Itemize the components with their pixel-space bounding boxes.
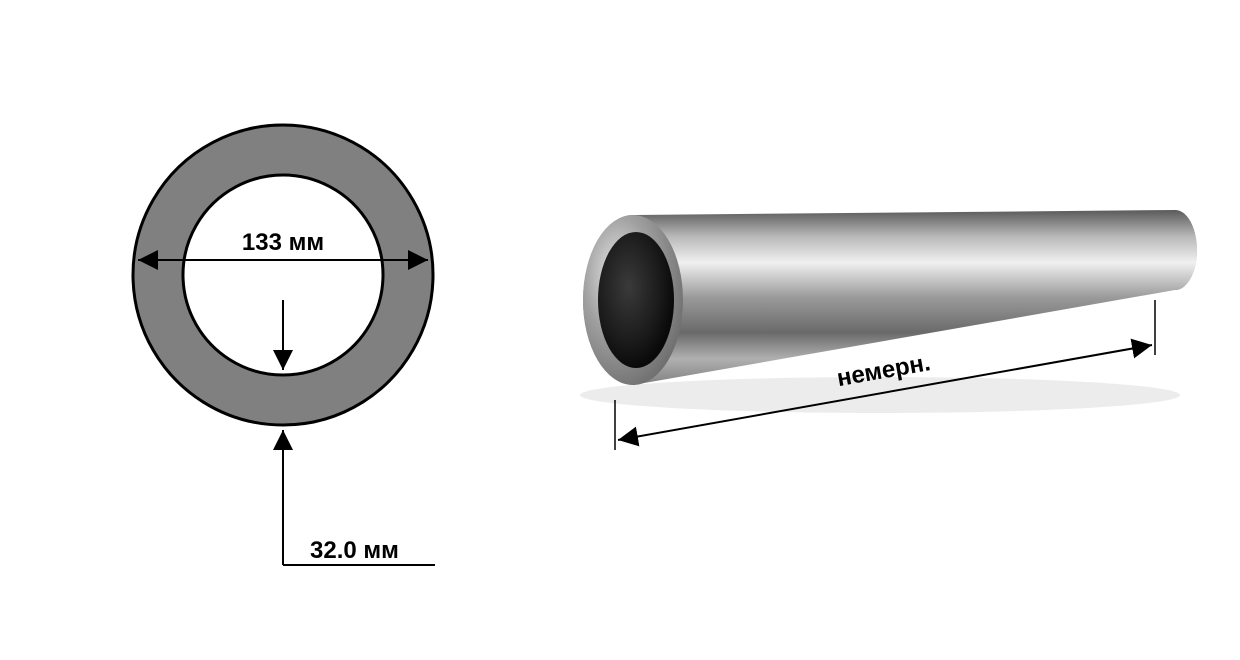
wall-thickness-label: 32.0 мм (310, 537, 399, 564)
diameter-label: 133 мм (242, 229, 324, 256)
pipe-inner-hole (598, 232, 674, 368)
pipe-wall-ring (133, 125, 433, 425)
pipe-3d-view: немерн. (580, 210, 1197, 450)
technical-drawing-svg: 133 мм 32.0 мм немерн. (0, 0, 1240, 660)
diagram-container: 133 мм 32.0 мм немерн. (0, 0, 1240, 660)
cross-section-view: 133 мм 32.0 мм (133, 125, 435, 565)
